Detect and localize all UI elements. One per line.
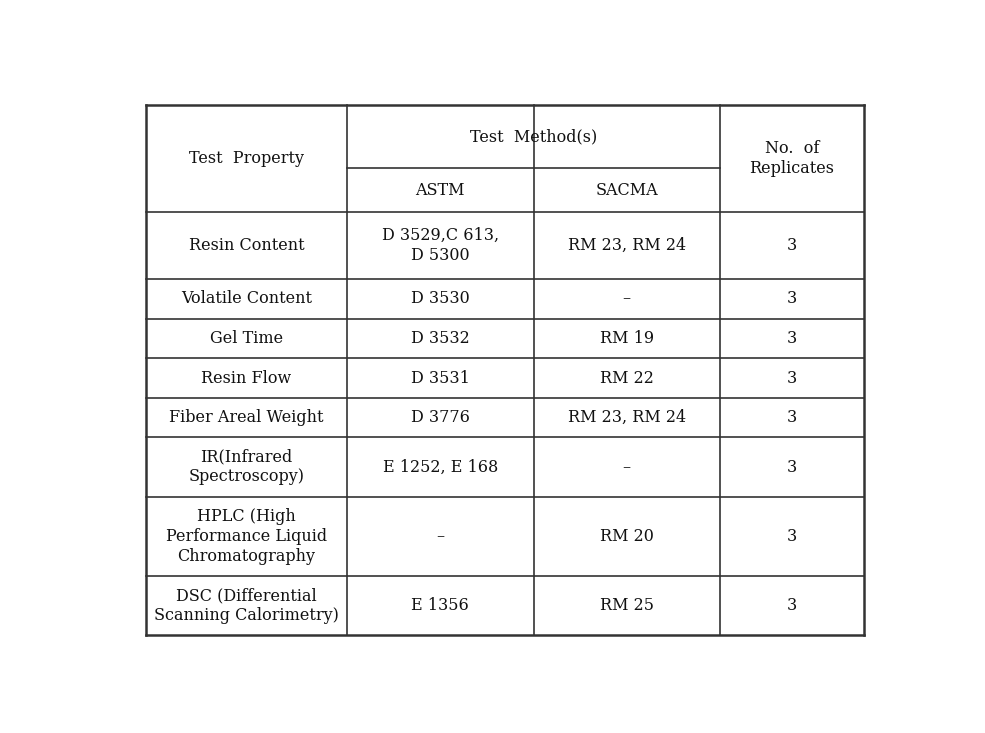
Text: RM 22: RM 22: [600, 369, 654, 386]
Text: 3: 3: [787, 597, 797, 614]
Text: 3: 3: [787, 237, 797, 254]
Text: RM 23, RM 24: RM 23, RM 24: [567, 409, 686, 426]
Text: D 3529,C 613,
D 5300: D 3529,C 613, D 5300: [381, 227, 498, 264]
Text: Volatile Content: Volatile Content: [181, 290, 312, 307]
Text: Gel Time: Gel Time: [210, 330, 283, 347]
Text: Resin Flow: Resin Flow: [201, 369, 292, 386]
Text: IR(Infrared
Spectroscopy): IR(Infrared Spectroscopy): [188, 449, 304, 485]
Text: RM 25: RM 25: [600, 597, 654, 614]
Text: D 3530: D 3530: [411, 290, 470, 307]
Text: SACMA: SACMA: [596, 182, 658, 199]
Text: RM 20: RM 20: [600, 528, 654, 545]
Text: D 3531: D 3531: [411, 369, 470, 386]
Text: HPLC (High
Performance Liquid
Chromatography: HPLC (High Performance Liquid Chromatogr…: [165, 509, 327, 564]
Text: –: –: [623, 459, 630, 476]
Text: ASTM: ASTM: [416, 182, 465, 199]
Text: E 1252, E 168: E 1252, E 168: [382, 459, 497, 476]
Text: Resin Content: Resin Content: [189, 237, 304, 254]
Text: 3: 3: [787, 369, 797, 386]
Text: –: –: [623, 290, 630, 307]
Text: D 3776: D 3776: [411, 409, 470, 426]
Text: 3: 3: [787, 330, 797, 347]
Text: 3: 3: [787, 290, 797, 307]
Text: –: –: [436, 528, 444, 545]
Text: Test  Property: Test Property: [189, 150, 304, 167]
Text: RM 23, RM 24: RM 23, RM 24: [567, 237, 686, 254]
Text: DSC (Differential
Scanning Calorimetry): DSC (Differential Scanning Calorimetry): [154, 587, 339, 624]
Text: RM 19: RM 19: [600, 330, 654, 347]
Text: 3: 3: [787, 409, 797, 426]
Text: 3: 3: [787, 528, 797, 545]
Text: Fiber Areal Weight: Fiber Areal Weight: [169, 409, 324, 426]
Text: No.  of
Replicates: No. of Replicates: [750, 140, 834, 177]
Text: 3: 3: [787, 459, 797, 476]
Text: Test  Method(s): Test Method(s): [470, 128, 597, 145]
Text: E 1356: E 1356: [412, 597, 469, 614]
Text: D 3532: D 3532: [411, 330, 470, 347]
